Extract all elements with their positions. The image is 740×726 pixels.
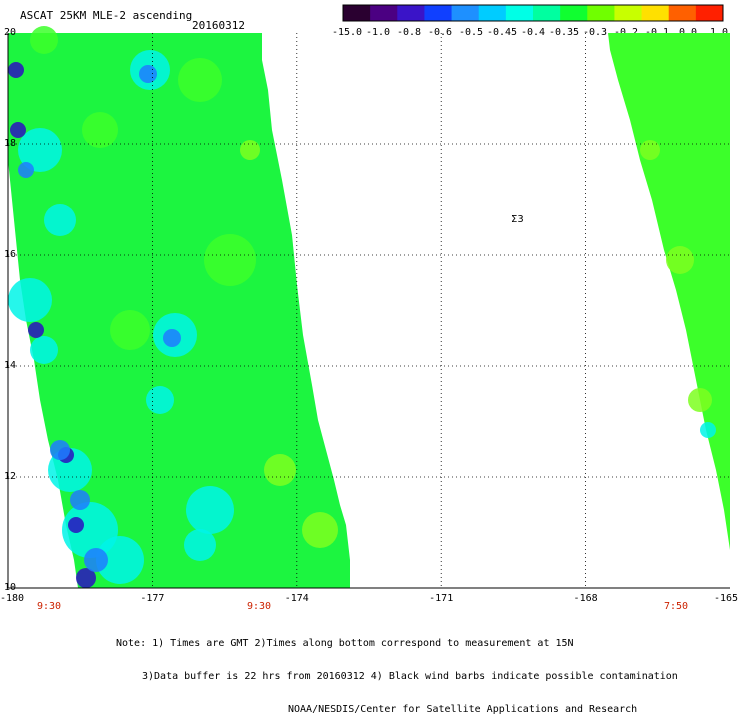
field-patch bbox=[8, 278, 52, 322]
island-marker: Σ3 bbox=[511, 214, 524, 225]
colorbar-label: -0.6 bbox=[427, 27, 453, 38]
longitude-label: -165 bbox=[713, 593, 739, 604]
colorbar-frame bbox=[342, 4, 724, 22]
colorbar-swatch bbox=[370, 5, 398, 21]
colorbar-label: -0.4 bbox=[520, 27, 546, 38]
field-patch bbox=[700, 422, 716, 438]
swath-left bbox=[8, 33, 350, 588]
colorbar-swatch bbox=[695, 5, 724, 21]
mask bbox=[0, 0, 8, 650]
swath-right bbox=[608, 33, 730, 550]
map-date: 20160312 bbox=[192, 19, 245, 32]
colorbar-label: -0.8 bbox=[396, 27, 422, 38]
colorbar-label: -0.3 bbox=[582, 27, 608, 38]
note-line-1: Note: 1) Times are GMT 2)Times along bot… bbox=[116, 638, 574, 649]
field-patch bbox=[666, 246, 694, 274]
wind-map-plot: Σ3 bbox=[0, 0, 730, 650]
field-patch bbox=[82, 112, 118, 148]
pass-time-label: 9:30 bbox=[246, 601, 272, 612]
colorbar-swatch bbox=[641, 5, 670, 21]
field-patch bbox=[8, 62, 24, 78]
field-patch bbox=[84, 548, 108, 572]
notes: Note: 1) Times are GMT 2)Times along bot… bbox=[116, 616, 678, 726]
field-patch bbox=[139, 65, 157, 83]
field-patch bbox=[186, 486, 234, 534]
pass-time-label: 9:30 bbox=[36, 601, 62, 612]
colorbar-swatch bbox=[343, 5, 371, 21]
field-patch bbox=[68, 517, 84, 533]
colorbar-label: -0.2 bbox=[613, 27, 639, 38]
colorbar-swatches bbox=[342, 4, 724, 22]
colorbar-swatch bbox=[451, 5, 480, 21]
colorbar-label: -0.1 bbox=[644, 27, 670, 38]
field-patch bbox=[50, 440, 70, 460]
longitude-label: -177 bbox=[140, 593, 165, 604]
field-patch bbox=[163, 329, 181, 347]
colorbar-swatch bbox=[668, 5, 697, 21]
longitude-label: -180 bbox=[0, 593, 25, 604]
colorbar-swatch bbox=[478, 5, 507, 21]
field-patch bbox=[640, 140, 660, 160]
field-patch bbox=[96, 536, 144, 584]
field-patch bbox=[204, 234, 256, 286]
map-title: ASCAT 25KM MLE-2 ascending bbox=[20, 9, 193, 22]
note-line-3: NOAA/NESDIS/Center for Satellite Applica… bbox=[288, 704, 638, 715]
colorbar-swatch bbox=[533, 5, 561, 21]
colorbar-label: -0.35 bbox=[548, 27, 580, 38]
note-line-2: 3)Data buffer is 22 hrs from 20160312 4)… bbox=[142, 671, 678, 682]
field-patch bbox=[18, 128, 62, 172]
colorbar-label: 1.0 bbox=[709, 27, 729, 38]
field-patch bbox=[30, 26, 58, 54]
field-patch bbox=[30, 336, 58, 364]
field-patch bbox=[44, 204, 76, 236]
field-patch bbox=[18, 162, 34, 178]
field-patch bbox=[688, 388, 712, 412]
field-patch bbox=[178, 58, 222, 102]
longitude-label: -174 bbox=[284, 593, 309, 604]
colorbar-swatch bbox=[614, 5, 643, 21]
colorbar-swatch bbox=[560, 5, 588, 21]
latitude-label: 16 bbox=[4, 249, 17, 260]
colorbar-swatch bbox=[397, 5, 425, 21]
field-patch bbox=[264, 454, 296, 486]
colorbar-swatch bbox=[587, 5, 615, 21]
field-patch bbox=[184, 529, 216, 561]
field-patch bbox=[146, 386, 174, 414]
field-patch bbox=[28, 322, 44, 338]
colorbar-label: -0.5 bbox=[458, 27, 484, 38]
colorbar-label: -0.45 bbox=[486, 27, 518, 38]
field-patch bbox=[240, 140, 260, 160]
latitude-label: 12 bbox=[4, 471, 17, 482]
latitude-label: 14 bbox=[4, 360, 17, 371]
field-patch bbox=[70, 490, 90, 510]
field-patch bbox=[76, 568, 96, 588]
colorbar-label: -1.0 bbox=[365, 27, 391, 38]
field-patch bbox=[302, 512, 338, 548]
colorbar-label: -15.0 bbox=[331, 27, 363, 38]
longitude-label: -171 bbox=[429, 593, 454, 604]
colorbar-label: 0.0 bbox=[678, 27, 698, 38]
latitude-label: 20 bbox=[4, 27, 17, 38]
field-patch bbox=[110, 310, 150, 350]
field-patch bbox=[10, 122, 26, 138]
latitude-label: 18 bbox=[4, 138, 17, 149]
latitude-label: 10 bbox=[4, 582, 17, 593]
colorbar-swatch bbox=[505, 5, 534, 21]
longitude-label: -168 bbox=[573, 593, 598, 604]
colorbar-swatch bbox=[424, 5, 453, 21]
pass-time-label: 7:50 bbox=[663, 601, 689, 612]
